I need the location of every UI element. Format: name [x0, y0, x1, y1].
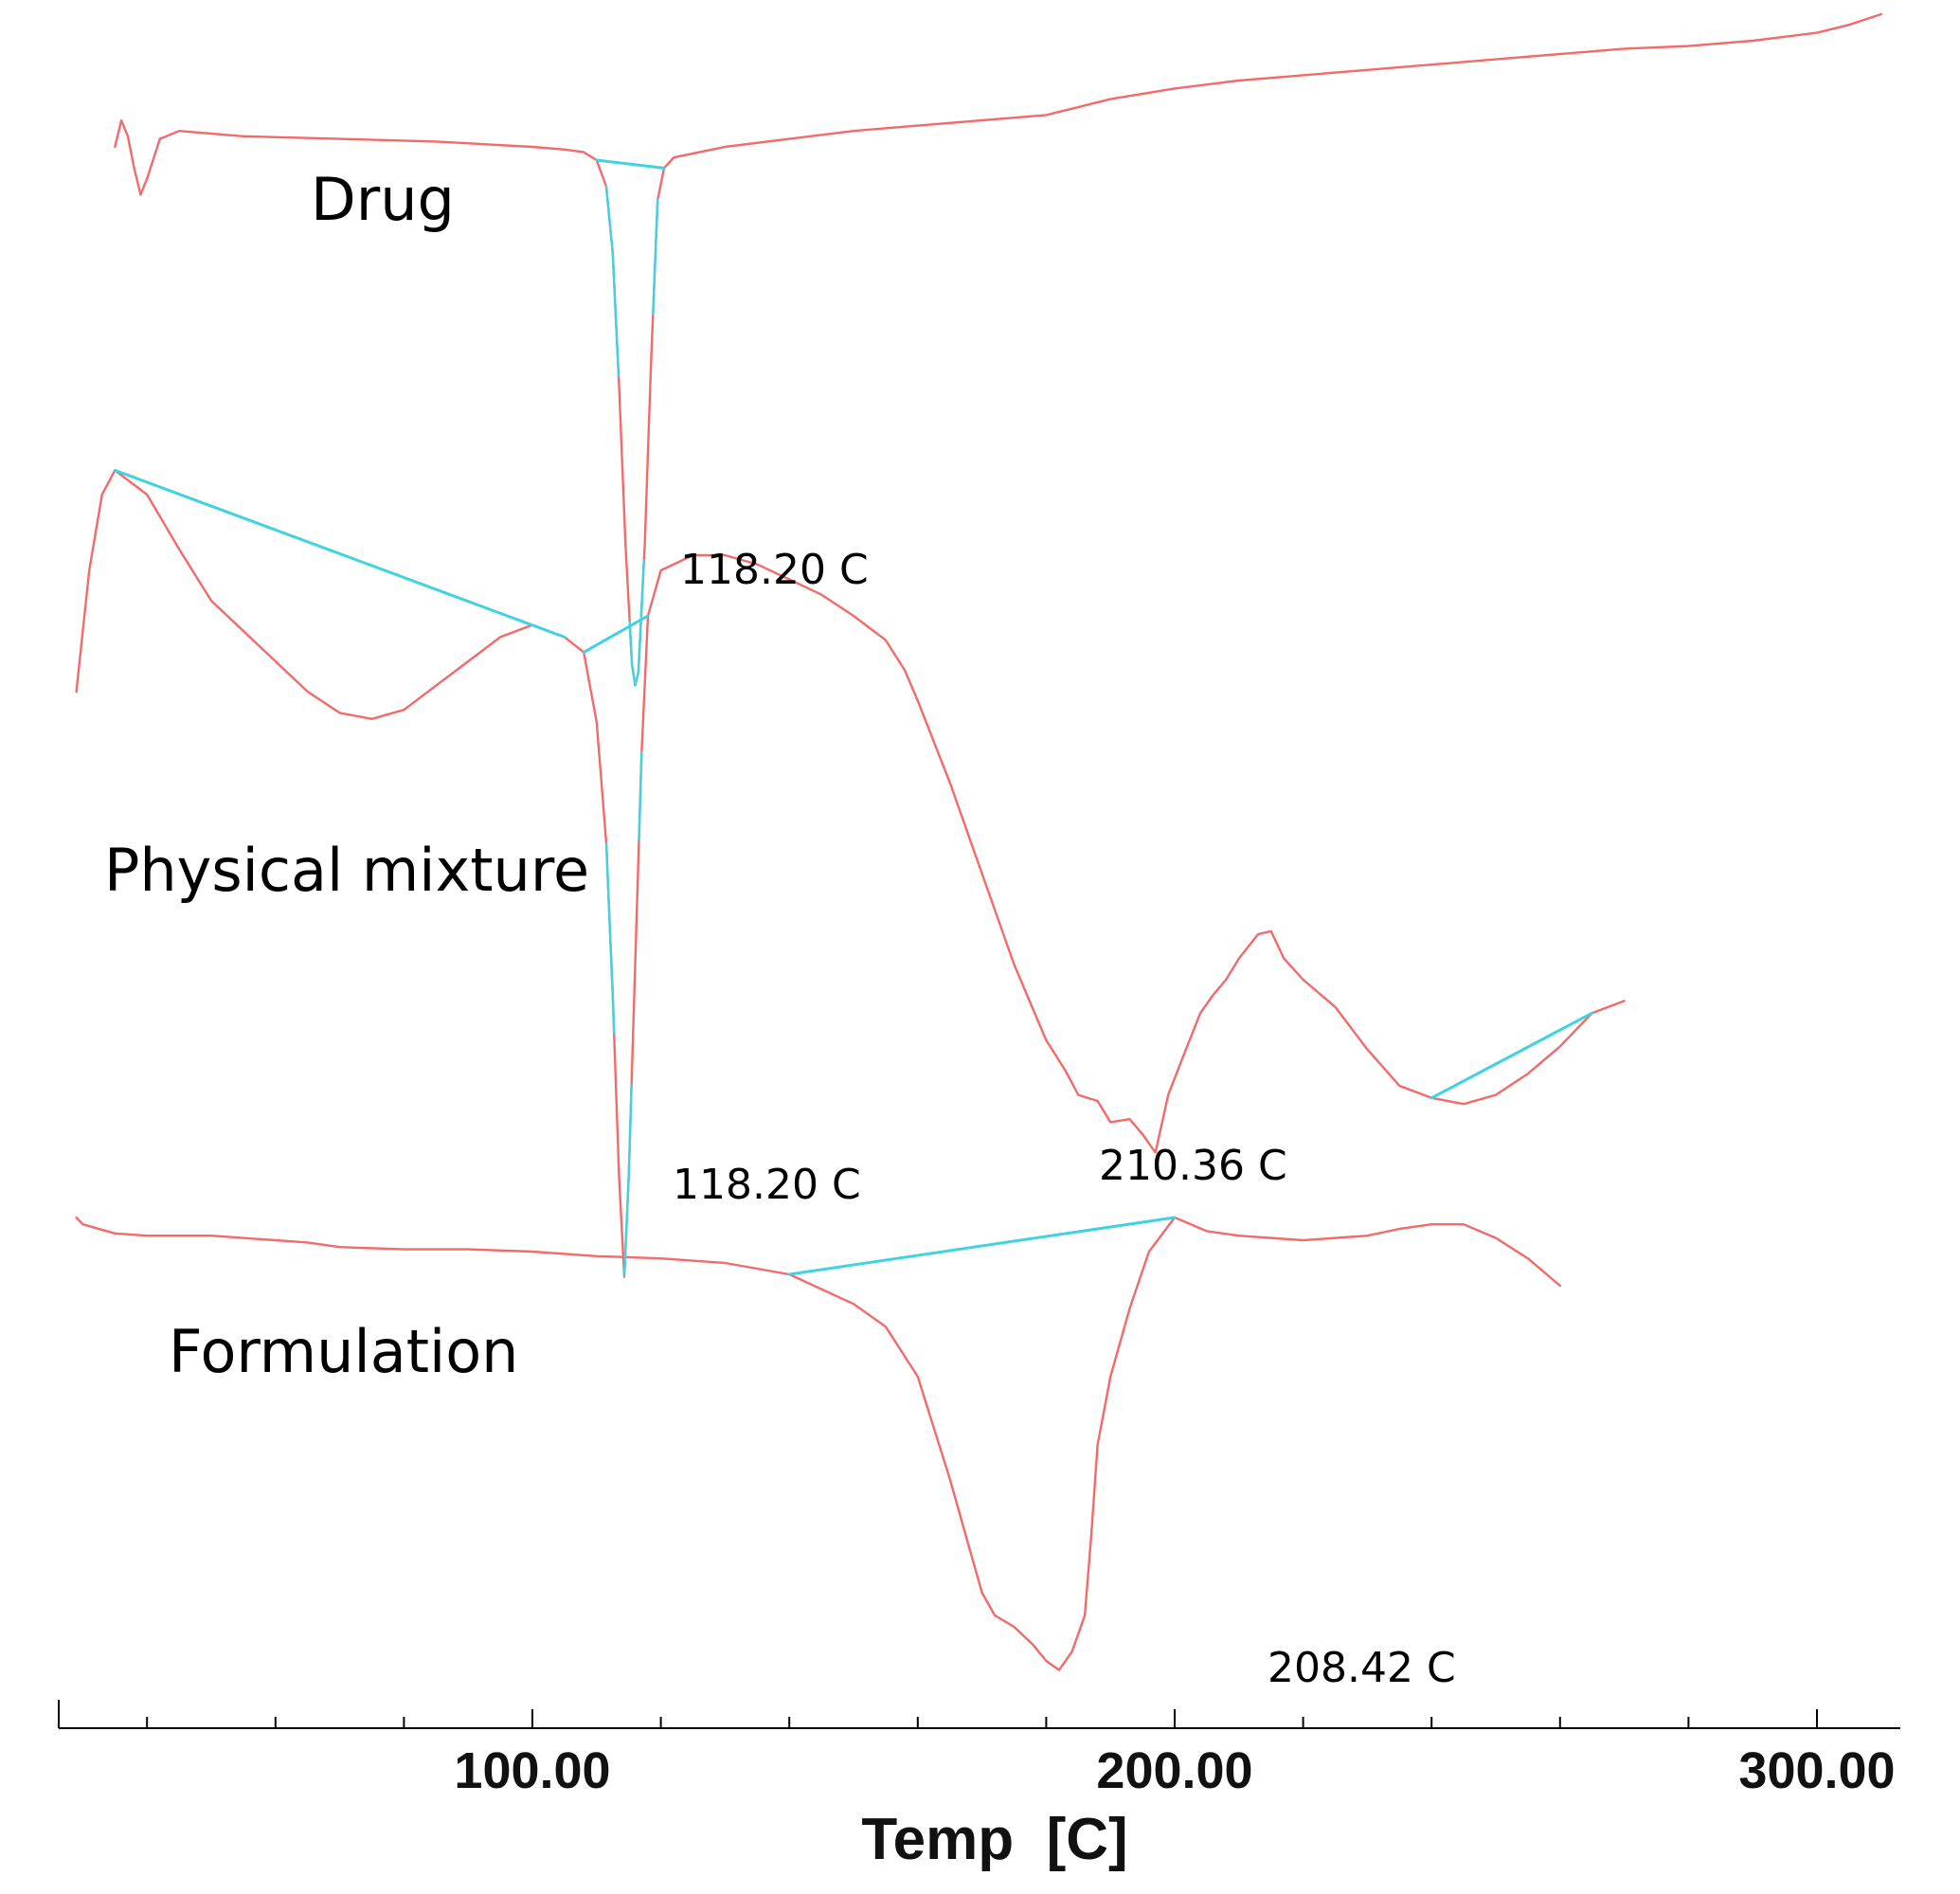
peak-label-mixture-decomposition: 210.36 C: [1099, 1142, 1287, 1190]
peak-label-drug-melting: 118.20 C: [680, 546, 869, 594]
x-tick-label-200: 200.00: [1096, 1742, 1252, 1799]
integration-baseline-2: [113, 468, 566, 639]
series-line-formulation: [75, 1216, 1561, 1671]
x-axis-title: Temp [C]: [861, 1807, 1127, 1872]
integration-baseline-1: [595, 158, 666, 170]
peak-flank-highlight-2: [604, 750, 643, 1278]
integration-baseline-4: [1430, 1011, 1594, 1100]
peak-label-formulation: 208.42 C: [1268, 1644, 1456, 1692]
x-axis-ticks: [146, 1709, 1818, 1728]
series-label-drug: Drug: [311, 165, 455, 234]
integration-baseline-3: [582, 614, 650, 654]
series-label-physical-mixture: Physical mixture: [104, 836, 589, 905]
x-tick-label-300: 300.00: [1738, 1742, 1895, 1799]
x-tick-label-100: 100.00: [454, 1742, 610, 1799]
peak-label-mixture-melting: 118.20 C: [673, 1161, 861, 1209]
curves-layer: [75, 12, 1882, 1671]
series-line-physical-mixture: [75, 469, 1626, 1278]
integration-baselines-layer: [113, 158, 1594, 1278]
integration-baseline-5: [787, 1216, 1177, 1276]
series-label-formulation: Formulation: [169, 1317, 518, 1386]
x-axis: 100.00 200.00 300.00 Temp [C]: [58, 1700, 1900, 1872]
series-line-drug: [114, 12, 1882, 687]
peak-flank-highlight-1: [604, 185, 659, 687]
